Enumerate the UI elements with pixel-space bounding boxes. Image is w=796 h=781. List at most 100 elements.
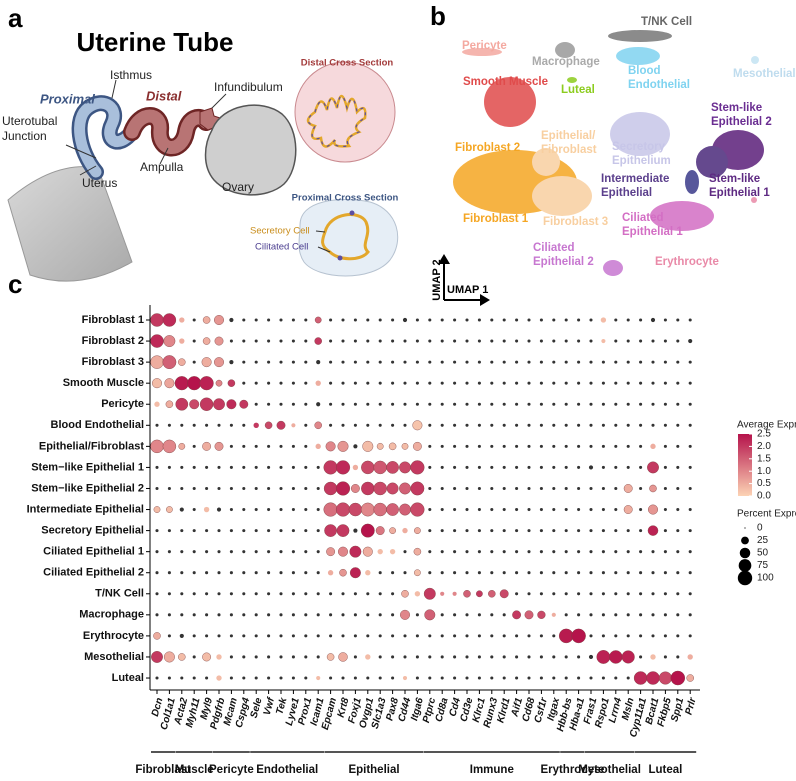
dot bbox=[378, 381, 382, 385]
dot bbox=[291, 381, 295, 385]
dot bbox=[377, 548, 383, 555]
label: Secretory Cell bbox=[250, 226, 310, 237]
cluster-label: Stem-like bbox=[711, 102, 762, 114]
dot bbox=[304, 486, 308, 491]
dot bbox=[279, 571, 283, 575]
size-legend-label: 50 bbox=[757, 548, 769, 559]
dot bbox=[242, 571, 246, 575]
dot bbox=[564, 613, 568, 617]
dot bbox=[453, 465, 457, 469]
dot bbox=[304, 508, 308, 512]
dot bbox=[552, 402, 556, 406]
dot bbox=[601, 486, 605, 491]
uterus-shape bbox=[7, 166, 133, 282]
dot bbox=[337, 440, 349, 452]
dot bbox=[199, 376, 214, 391]
panel-letter: b bbox=[430, 1, 446, 31]
dot bbox=[428, 318, 432, 322]
dot bbox=[165, 400, 174, 408]
dot bbox=[242, 529, 246, 533]
dot bbox=[254, 444, 258, 448]
dot bbox=[180, 550, 184, 554]
dot bbox=[688, 318, 692, 322]
dot bbox=[601, 613, 605, 617]
dot bbox=[663, 423, 667, 427]
dot bbox=[589, 402, 593, 406]
dot bbox=[552, 360, 556, 364]
y-tick-label: T/NK Cell bbox=[95, 588, 144, 600]
dot bbox=[614, 529, 618, 533]
dot bbox=[577, 339, 581, 343]
dot bbox=[490, 571, 494, 575]
group-label: Pericyte bbox=[209, 764, 254, 776]
dot bbox=[366, 592, 370, 596]
dot bbox=[242, 676, 246, 680]
dot bbox=[180, 529, 184, 533]
dot bbox=[279, 613, 283, 617]
dot bbox=[490, 423, 494, 427]
dot bbox=[577, 402, 581, 406]
dot bbox=[217, 613, 221, 617]
x-tick-label: Sele bbox=[249, 696, 265, 719]
dot bbox=[304, 465, 308, 469]
dot bbox=[402, 527, 408, 534]
dot bbox=[515, 360, 519, 364]
size-legend-dot bbox=[744, 527, 746, 529]
dot bbox=[614, 360, 618, 364]
proximal-tube-fill bbox=[74, 97, 138, 178]
cluster-label: Epithelial bbox=[601, 187, 652, 199]
dot bbox=[362, 440, 374, 452]
dot bbox=[564, 676, 568, 680]
dot bbox=[465, 465, 469, 469]
dot bbox=[403, 402, 407, 406]
dot bbox=[676, 360, 680, 364]
colorbar-label: 2.5 bbox=[757, 429, 771, 440]
dot bbox=[242, 423, 246, 427]
dot bbox=[366, 613, 370, 617]
dot bbox=[291, 613, 295, 617]
dot bbox=[688, 381, 692, 385]
dot bbox=[453, 550, 457, 554]
dot bbox=[639, 381, 643, 385]
dot bbox=[688, 613, 692, 617]
dot bbox=[639, 508, 643, 512]
dot bbox=[366, 676, 370, 680]
cluster-label: Erythrocyte bbox=[655, 256, 719, 268]
dot bbox=[626, 339, 630, 343]
dot bbox=[341, 423, 345, 427]
dot bbox=[564, 381, 568, 385]
dot bbox=[167, 613, 171, 617]
dot bbox=[399, 482, 411, 495]
dot bbox=[175, 397, 189, 411]
dot bbox=[626, 634, 630, 638]
dot bbox=[242, 634, 246, 638]
y-tick-label: Stem−like Epithelial 2 bbox=[31, 482, 144, 494]
dot bbox=[614, 423, 618, 427]
dot bbox=[651, 402, 655, 406]
dot bbox=[279, 444, 283, 448]
dot bbox=[465, 676, 469, 680]
dot bbox=[539, 571, 543, 575]
dot bbox=[279, 381, 283, 385]
dot bbox=[316, 465, 320, 469]
dot bbox=[341, 676, 345, 680]
dot bbox=[391, 571, 395, 575]
dot bbox=[324, 524, 337, 537]
dot bbox=[174, 376, 189, 391]
dot bbox=[180, 423, 184, 427]
cluster-label: T/NK Cell bbox=[641, 16, 692, 28]
dot bbox=[515, 529, 519, 533]
dot bbox=[564, 402, 568, 406]
dot bbox=[150, 355, 164, 369]
dot bbox=[150, 334, 164, 348]
dot bbox=[614, 550, 618, 554]
dot bbox=[399, 461, 411, 474]
dot bbox=[391, 676, 395, 680]
label: Infundibulum bbox=[214, 80, 283, 94]
dot bbox=[552, 634, 556, 638]
dot bbox=[229, 676, 233, 680]
dot bbox=[291, 592, 295, 596]
label: Proximal bbox=[40, 91, 95, 106]
dot bbox=[589, 550, 593, 554]
dot bbox=[428, 444, 432, 448]
